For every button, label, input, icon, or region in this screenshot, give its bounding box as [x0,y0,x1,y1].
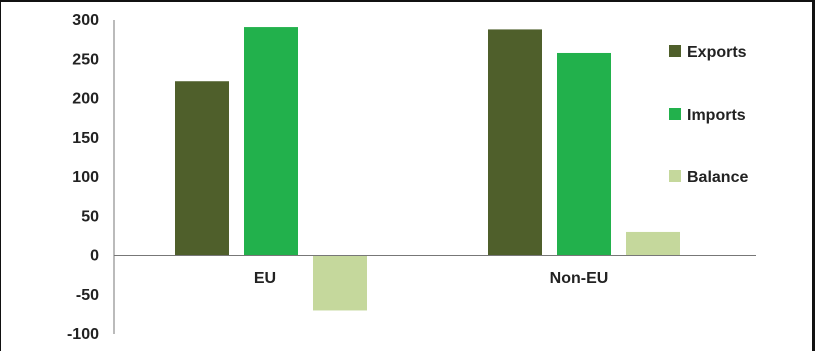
bar-balance-eu [313,255,367,311]
bar-balance-non-eu [626,231,680,256]
bar-imports-eu [244,27,298,256]
y-tick-label: 300 [72,12,99,29]
y-tick-label: -100 [67,326,99,343]
category-label: EU [254,270,276,287]
bar-exports-non-eu [488,29,542,256]
y-tick-labels: 300 250 200 150 100 50 0 -50 -100 [67,12,99,343]
category-label: Non-EU [550,270,609,287]
y-tick-label: 150 [72,130,99,147]
bar-exports-eu [175,81,229,256]
bar-imports-non-eu [557,52,611,256]
legend-swatch-exports [669,45,681,57]
y-tick-label: 0 [90,248,99,265]
category-labels: EU Non-EU [254,270,608,287]
legend-label-exports: Exports [687,44,747,61]
y-tick-label: 50 [81,208,99,225]
legend: Exports Imports Balance [669,44,748,186]
y-tick-label: -50 [76,287,99,304]
legend-label-balance: Balance [687,169,748,186]
legend-swatch-imports [669,108,681,120]
y-tick-label: 200 [72,91,99,108]
legend-swatch-balance [669,170,681,182]
y-tick-label: 100 [72,169,99,186]
bars [175,27,680,311]
legend-label-imports: Imports [687,107,746,124]
y-tick-label: 250 [72,51,99,68]
